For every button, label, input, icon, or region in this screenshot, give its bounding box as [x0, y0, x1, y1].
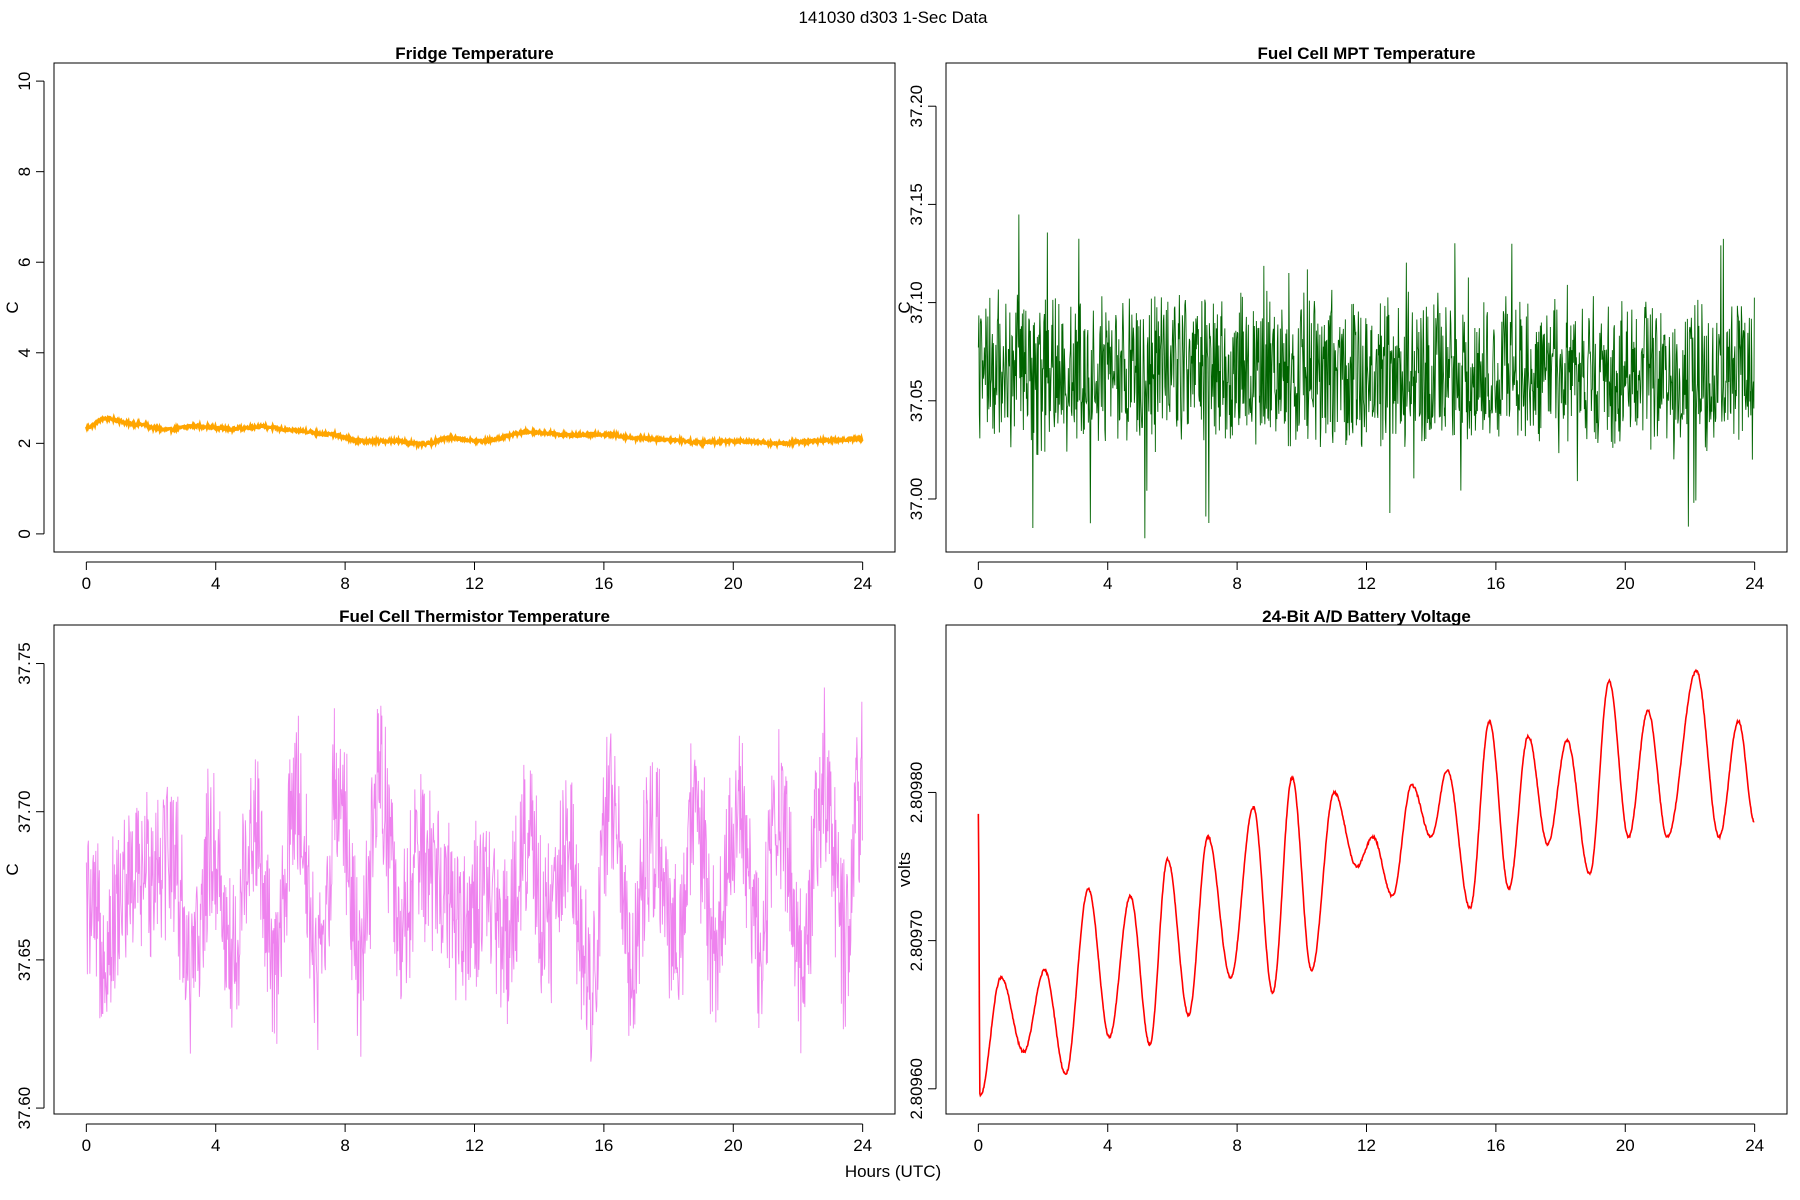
- figure-xlabel: Hours (UTC): [845, 1162, 941, 1181]
- series-line-mpt: [977, 214, 1755, 539]
- y-tick-label: 37.75: [15, 642, 34, 685]
- figure-title: 141030 d303 1-Sec Data: [798, 8, 988, 27]
- x-axis-thermistor: 0 4 8 12 16 20 24: [82, 1123, 872, 1155]
- ylabel-mpt: C: [895, 301, 914, 313]
- x-tick-label: 0: [974, 1136, 983, 1155]
- y-tick-label: 2: [15, 439, 34, 448]
- y-tick-label: 2.80960: [907, 1058, 926, 1119]
- x-tick-label: 0: [974, 574, 983, 593]
- x-tick-label: 24: [1745, 1136, 1764, 1155]
- x-axis-mpt: 0 4 8 12 16 20 24: [974, 561, 1764, 593]
- series-line-battery: [977, 668, 1755, 1098]
- x-tick-label: 24: [853, 1136, 872, 1155]
- y-tick-label: 37.10: [907, 281, 926, 324]
- y-tick-label: 37.15: [907, 183, 926, 226]
- panel-battery: 24-Bit A/D Battery Voltage volts 0 4 8 12 16 20…: [895, 607, 1788, 1155]
- x-tick-label: 4: [211, 574, 220, 593]
- y-tick-label: 4: [15, 348, 34, 357]
- x-tick-label: 24: [1745, 574, 1764, 593]
- panel-title-mpt: Fuel Cell MPT Temperature: [1258, 44, 1476, 63]
- x-tick-label: 12: [465, 574, 484, 593]
- y-axis-fridge: 0 2 4 6 8 10: [15, 72, 45, 539]
- y-tick-label: 37.05: [907, 380, 926, 423]
- x-tick-label: 16: [1486, 574, 1505, 593]
- y-tick-label: 6: [15, 257, 34, 266]
- y-tick-label: 0: [15, 529, 34, 538]
- y-axis-battery: 2.80960 2.80970 2.80980: [907, 762, 937, 1120]
- x-tick-label: 0: [82, 1136, 91, 1155]
- y-tick-label: 37.00: [907, 478, 926, 521]
- series-line-fridge: [84, 412, 864, 451]
- x-tick-label: 24: [853, 574, 872, 593]
- x-tick-label: 20: [1616, 574, 1635, 593]
- x-axis-battery: 0 4 8 12 16 20 24: [974, 1123, 1764, 1155]
- y-tick-label: 37.60: [15, 1087, 34, 1130]
- y-tick-label: 37.20: [907, 85, 926, 128]
- x-tick-label: 12: [465, 1136, 484, 1155]
- x-axis-fridge: 0 4 8 12 16 20 24: [82, 561, 872, 593]
- plot-frame-battery: [945, 624, 1788, 1115]
- x-tick-label: 0: [82, 574, 91, 593]
- y-tick-label: 2.80980: [907, 762, 926, 823]
- y-tick-label: 2.80970: [907, 910, 926, 971]
- panel-title-thermistor: Fuel Cell Thermistor Temperature: [339, 607, 610, 626]
- x-tick-label: 16: [594, 574, 613, 593]
- panel-mpt: Fuel Cell MPT Temperature C 0 4 8 12 16 20 24 37.…: [895, 44, 1788, 593]
- x-tick-label: 4: [1103, 1136, 1112, 1155]
- x-tick-label: 16: [1486, 1136, 1505, 1155]
- ylabel-fridge: C: [3, 301, 22, 313]
- x-tick-label: 20: [1616, 1136, 1635, 1155]
- y-tick-label: 10: [15, 72, 34, 91]
- x-tick-label: 4: [211, 1136, 220, 1155]
- y-axis-thermistor: 37.60 37.65 37.70 37.75: [15, 642, 45, 1130]
- y-axis-mpt: 37.00 37.05 37.10 37.15 37.20: [907, 85, 937, 521]
- x-tick-label: 8: [340, 1136, 349, 1155]
- x-tick-label: 12: [1357, 574, 1376, 593]
- plot-frame-fridge: [53, 62, 896, 553]
- ylabel-battery: volts: [895, 852, 914, 887]
- y-tick-label: 37.65: [15, 939, 34, 982]
- x-tick-label: 8: [1232, 1136, 1241, 1155]
- y-tick-label: 37.70: [15, 790, 34, 833]
- x-tick-label: 20: [724, 574, 743, 593]
- x-tick-label: 20: [724, 1136, 743, 1155]
- x-tick-label: 4: [1103, 574, 1112, 593]
- panel-title-fridge: Fridge Temperature: [395, 44, 553, 63]
- x-tick-label: 12: [1357, 1136, 1376, 1155]
- x-tick-label: 8: [340, 574, 349, 593]
- panel-thermistor: Fuel Cell Thermistor Temperature C 0 4 8 12 16…: [3, 607, 896, 1155]
- plot-frame-mpt: [945, 62, 1788, 553]
- series-line-thermistor: [85, 687, 863, 1062]
- y-tick-label: 8: [15, 167, 34, 176]
- plot-frame-thermistor: [53, 624, 896, 1115]
- ylabel-thermistor: C: [3, 863, 22, 875]
- x-tick-label: 16: [594, 1136, 613, 1155]
- x-tick-label: 8: [1232, 574, 1241, 593]
- panel-title-battery: 24-Bit A/D Battery Voltage: [1262, 607, 1471, 626]
